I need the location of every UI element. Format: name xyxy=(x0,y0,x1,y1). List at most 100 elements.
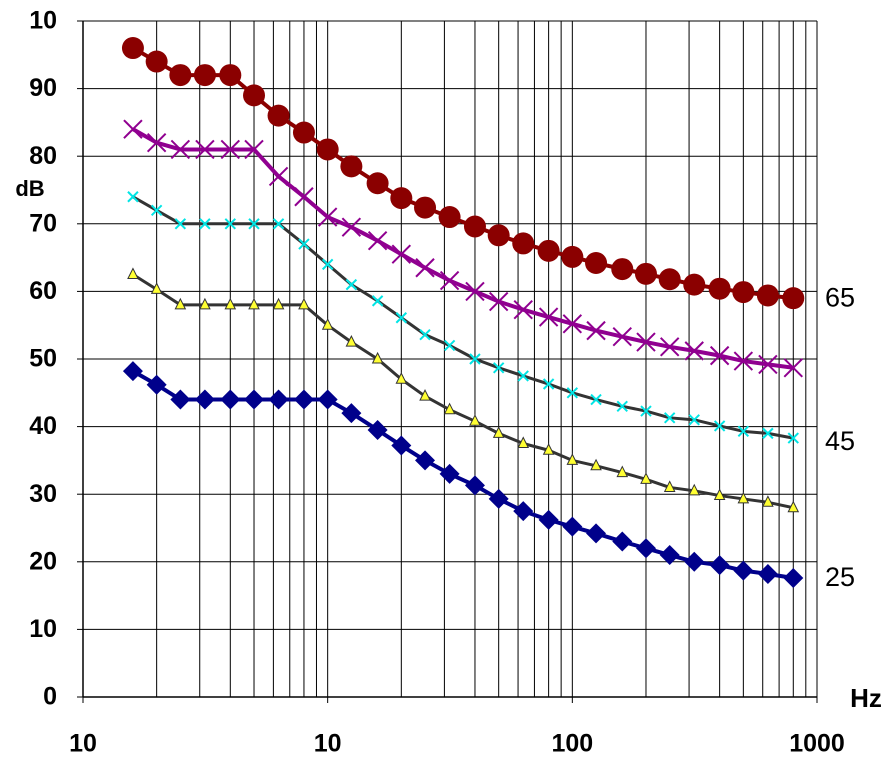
y-tick-label: 10 xyxy=(29,615,57,643)
y-tick-label: 50 xyxy=(29,345,57,373)
marker xyxy=(561,245,584,268)
marker xyxy=(708,277,731,300)
y-tick-label: 70 xyxy=(29,209,57,237)
marker xyxy=(121,37,144,60)
marker xyxy=(169,64,192,87)
marker xyxy=(616,465,629,478)
marker xyxy=(538,509,559,530)
marker xyxy=(391,244,412,264)
marker xyxy=(292,121,315,144)
marker xyxy=(395,372,408,384)
x-tick-label: 10 xyxy=(69,730,97,758)
series-line xyxy=(131,127,794,370)
marker xyxy=(194,389,215,410)
marker xyxy=(684,341,704,361)
marker xyxy=(146,374,167,395)
marker xyxy=(219,64,242,87)
marker xyxy=(193,64,216,87)
marker xyxy=(415,258,435,278)
marker xyxy=(737,491,750,504)
marker xyxy=(443,402,456,415)
marker xyxy=(272,297,285,310)
marker xyxy=(293,389,314,410)
marker xyxy=(294,187,314,207)
x-tick-label: 1000 xyxy=(789,730,845,758)
marker xyxy=(220,139,241,160)
marker xyxy=(317,389,338,410)
marker xyxy=(150,282,163,294)
marker xyxy=(316,138,339,161)
annotation: 45 xyxy=(825,426,855,456)
y-tick-label: 40 xyxy=(29,412,57,440)
marker xyxy=(517,436,530,448)
marker xyxy=(733,560,754,581)
marker xyxy=(586,320,606,341)
marker xyxy=(443,339,456,352)
marker xyxy=(688,483,701,496)
marker xyxy=(465,281,485,302)
marker xyxy=(123,119,143,139)
marker xyxy=(371,351,384,364)
marker xyxy=(513,501,534,522)
marker xyxy=(439,270,460,291)
marker xyxy=(709,555,730,576)
y-tick-label: 0 xyxy=(43,683,57,711)
marker xyxy=(758,354,778,375)
y-tick-label: 20 xyxy=(29,547,57,575)
y-tick-label: 30 xyxy=(29,480,57,508)
marker xyxy=(391,435,412,456)
marker xyxy=(367,230,388,251)
marker xyxy=(268,166,289,187)
marker xyxy=(390,187,413,210)
marker xyxy=(414,196,437,219)
marker xyxy=(272,218,285,230)
marker xyxy=(298,297,310,310)
series-line xyxy=(131,46,794,301)
marker xyxy=(341,217,362,237)
marker xyxy=(463,215,486,238)
marker xyxy=(127,267,139,279)
marker xyxy=(345,278,358,291)
marker xyxy=(663,480,676,492)
marker xyxy=(170,389,191,410)
marker xyxy=(783,358,803,378)
x-axis-label: Hz xyxy=(850,683,882,713)
y-tick-label: 80 xyxy=(29,142,57,170)
marker xyxy=(757,563,778,584)
marker xyxy=(787,500,800,513)
x-tick-label: 10 xyxy=(314,730,342,758)
marker xyxy=(487,224,510,247)
marker xyxy=(145,50,168,73)
marker xyxy=(224,297,237,310)
marker xyxy=(513,299,533,320)
marker xyxy=(122,361,143,382)
marker xyxy=(542,443,555,455)
marker xyxy=(439,463,460,484)
marker xyxy=(366,172,389,195)
marker xyxy=(317,207,338,227)
marker xyxy=(562,516,583,537)
marker xyxy=(566,453,579,465)
marker xyxy=(464,475,485,496)
marker xyxy=(566,387,579,399)
series-line xyxy=(131,369,794,580)
marker xyxy=(195,139,215,160)
marker xyxy=(146,132,167,153)
marker xyxy=(538,307,559,327)
marker xyxy=(634,262,657,285)
y-tick-label: 10 xyxy=(29,7,57,35)
marker xyxy=(512,232,535,255)
marker xyxy=(345,334,358,347)
y-axis-label: dB xyxy=(15,176,44,201)
marker xyxy=(659,337,680,357)
marker xyxy=(688,414,700,426)
marker xyxy=(640,405,652,417)
marker xyxy=(713,488,726,501)
marker xyxy=(244,389,265,410)
marker xyxy=(127,191,139,203)
marker xyxy=(150,204,163,216)
y-tick-label: 90 xyxy=(29,74,57,102)
marker xyxy=(248,297,260,310)
marker xyxy=(709,345,730,366)
marker xyxy=(612,326,632,347)
